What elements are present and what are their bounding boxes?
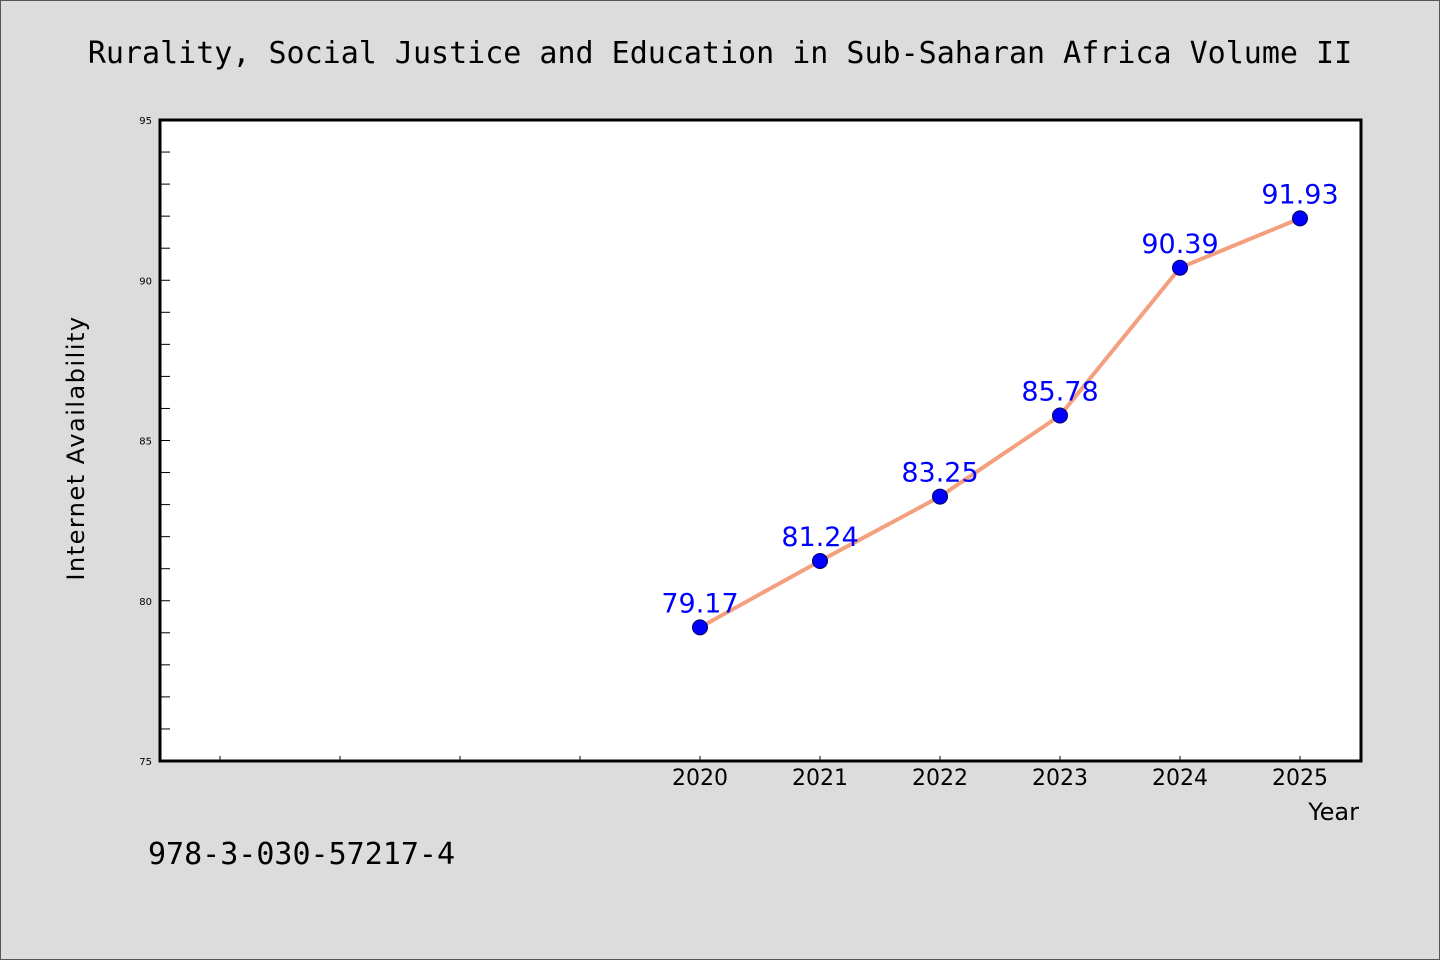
x-tick-label: 2022 <box>912 766 968 791</box>
y-tick-labels: 75 80 85 90 95 <box>139 116 152 768</box>
x-axis-label: Year <box>1307 798 1359 826</box>
x-tick-label: 2025 <box>1272 766 1328 791</box>
data-label: 83.25 <box>901 458 978 489</box>
data-label: 79.17 <box>661 588 738 619</box>
y-tick-label: 80 <box>139 597 152 608</box>
data-point <box>1292 210 1308 227</box>
data-label: 85.78 <box>1021 377 1098 408</box>
series-line <box>698 216 1302 630</box>
isbn-text: 978-3-030-57217-4 <box>148 837 455 872</box>
chart-title: Rurality, Social Justice and Education i… <box>88 36 1352 71</box>
series-group: 79.17 81.24 83.25 85.78 90.39 91.93 <box>661 179 1339 636</box>
data-point <box>1052 407 1068 424</box>
x-tick-label: 2020 <box>672 766 728 791</box>
y-tick-label: 75 <box>139 757 152 768</box>
y-tick-label: 90 <box>139 276 152 287</box>
x-tick-label: 2024 <box>1152 766 1208 791</box>
data-point <box>932 488 948 505</box>
plot-area <box>158 118 1363 763</box>
x-tick-labels: 2020 2021 2022 2023 2024 2025 <box>672 766 1328 791</box>
data-label: 81.24 <box>781 522 858 553</box>
x-tick-label: 2023 <box>1032 766 1088 791</box>
y-tick-label: 95 <box>139 116 152 127</box>
x-tick-label: 2021 <box>792 766 848 791</box>
y-tick-label: 85 <box>139 437 152 448</box>
data-label: 91.93 <box>1261 179 1338 210</box>
data-point <box>692 619 708 636</box>
data-point <box>1172 259 1188 276</box>
data-label: 90.39 <box>1141 229 1218 260</box>
y-minor-ticks <box>160 119 170 762</box>
data-point <box>812 553 828 570</box>
x-minor-ticks <box>219 756 1301 761</box>
y-axis-label: Internet Availability <box>62 315 90 580</box>
